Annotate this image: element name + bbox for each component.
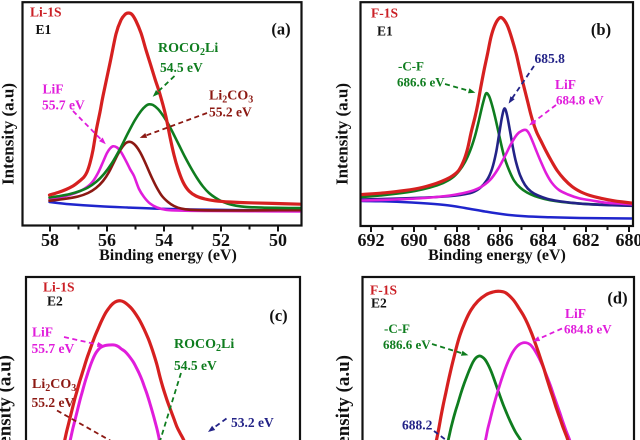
svg-text:ROCO2Li: ROCO2Li	[174, 337, 234, 354]
svg-text:53.2 eV: 53.2 eV	[231, 415, 274, 430]
svg-text:-C-F: -C-F	[398, 59, 424, 74]
svg-text:690: 690	[401, 230, 428, 250]
svg-text:55.2 eV: 55.2 eV	[32, 395, 75, 410]
svg-text:ROCO2Li: ROCO2Li	[158, 41, 218, 58]
svg-text:685.8: 685.8	[535, 51, 566, 66]
svg-text:686.6 eV: 686.6 eV	[383, 337, 431, 352]
svg-text:54.5 eV: 54.5 eV	[160, 60, 203, 75]
svg-text:-C-F: -C-F	[384, 321, 410, 336]
svg-text:55.2 eV: 55.2 eV	[209, 105, 252, 120]
svg-text:688: 688	[444, 230, 471, 250]
svg-text:54.5 eV: 54.5 eV	[174, 358, 217, 373]
svg-text:Intensity (a.u): Intensity (a.u)	[0, 83, 18, 185]
svg-text:LiF: LiF	[555, 77, 576, 92]
svg-text:Binding energy (eV): Binding energy (eV)	[99, 247, 237, 264]
svg-text:Li2CO3: Li2CO3	[32, 377, 76, 394]
svg-text:54: 54	[155, 230, 173, 250]
svg-text:E1: E1	[377, 24, 393, 39]
svg-text:Intensity (a.u): Intensity (a.u)	[333, 355, 354, 440]
svg-text:686.6 eV: 686.6 eV	[397, 75, 445, 90]
svg-text:LiF: LiF	[32, 325, 53, 340]
svg-text:692: 692	[358, 230, 385, 250]
svg-text:(c): (c)	[269, 306, 287, 325]
svg-text:Li-1S: Li-1S	[43, 280, 75, 295]
svg-text:F-1S: F-1S	[370, 283, 397, 298]
svg-text:686: 686	[487, 230, 514, 250]
svg-text:(d): (d)	[607, 289, 627, 308]
svg-text:55.7 eV: 55.7 eV	[32, 341, 75, 356]
svg-text:684.8 eV: 684.8 eV	[556, 93, 604, 108]
svg-text:LiF: LiF	[565, 306, 586, 321]
svg-text:F-1S: F-1S	[371, 6, 398, 21]
svg-text:(a): (a)	[271, 20, 290, 39]
svg-text:(b): (b)	[591, 20, 611, 39]
svg-text:55.7 eV: 55.7 eV	[42, 98, 85, 113]
svg-text:680: 680	[616, 230, 640, 250]
svg-text:E2: E2	[371, 296, 387, 311]
svg-text:Intensity (a.u): Intensity (a.u)	[333, 83, 352, 185]
svg-text:LiF: LiF	[43, 82, 64, 97]
svg-text:E1: E1	[36, 22, 52, 37]
svg-text:Li-1S: Li-1S	[30, 5, 62, 20]
svg-text:58: 58	[41, 230, 59, 250]
svg-text:684: 684	[530, 230, 557, 250]
svg-text:56: 56	[98, 230, 116, 250]
svg-text:682: 682	[573, 230, 600, 250]
svg-text:684.8 eV: 684.8 eV	[564, 322, 612, 337]
svg-text:52: 52	[212, 230, 230, 250]
svg-text:E2: E2	[47, 294, 63, 309]
svg-text:Li2CO3: Li2CO3	[209, 89, 253, 106]
svg-text:688.2: 688.2	[402, 418, 433, 433]
svg-text:Intensity (a.u): Intensity (a.u)	[0, 355, 16, 440]
svg-text:50: 50	[269, 230, 287, 250]
svg-text:Binding energy (eV): Binding energy (eV)	[428, 247, 566, 264]
